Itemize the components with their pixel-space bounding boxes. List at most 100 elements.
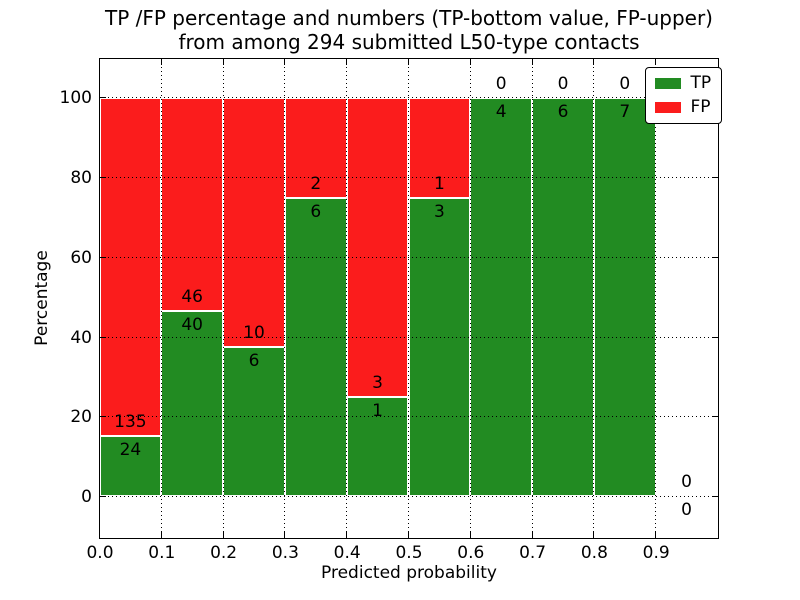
x-tick-mark-top: [408, 58, 409, 65]
chart-title-line2: from among 294 submitted L50-type contac…: [178, 30, 640, 54]
y-tick-mark: [99, 256, 106, 258]
x-tick-mark-top: [160, 58, 162, 65]
x-tick-label: 0.8: [580, 543, 608, 563]
tp-count-label: 7: [619, 101, 631, 122]
y-tick-label: 0: [81, 486, 92, 507]
tp-count-label: 1: [372, 400, 383, 421]
fp-count-label: 135: [114, 412, 147, 433]
vertical-gridline: [160, 58, 162, 538]
x-tick-label: 0.6: [457, 543, 485, 563]
chart-title: TP /FP percentage and numbers (TP-bottom…: [100, 6, 718, 54]
tp-bar-segment: [532, 97, 594, 497]
legend-label: FP: [690, 96, 711, 117]
fp-count-label: 0: [557, 73, 569, 94]
x-tick-label: 0.7: [519, 543, 547, 563]
x-tick-mark: [593, 531, 595, 538]
tp-count-label: 0: [681, 500, 692, 521]
tp-count-label: 24: [119, 440, 142, 461]
y-tick-label: 20: [70, 407, 92, 428]
vertical-gridline: [408, 58, 409, 538]
x-tick-label: 0.2: [210, 543, 238, 563]
vertical-gridline: [531, 58, 533, 538]
x-tick-mark: [408, 531, 409, 538]
tp-bar-segment: [99, 436, 162, 497]
plot-area: 135 24 46 40 10 6 2 6 3 1 1 3 0 4 0 6 0 7 0 0 TP FP: [98, 57, 723, 539]
fp-bar-segment: [223, 97, 285, 347]
y-tick-mark: [99, 97, 106, 99]
y-tick-mark-right: [711, 177, 718, 179]
legend-label: TP: [690, 72, 712, 93]
gridlines-layer: [99, 58, 718, 538]
x-tick-mark-top: [99, 58, 100, 65]
fp-count-label: 1: [433, 173, 445, 194]
x-tick-label: 0.1: [148, 543, 176, 563]
y-tick-label: 60: [70, 247, 92, 268]
x-tick-mark-top: [284, 58, 286, 65]
x-tick-mark-top: [346, 58, 348, 65]
x-tick-mark-top: [655, 58, 657, 65]
fp-count-label: 0: [495, 73, 507, 94]
vertical-gridline: [655, 58, 657, 538]
y-axis-label: Percentage: [32, 250, 52, 346]
fp-count-label: 2: [310, 173, 322, 194]
fp-count-label: 10: [243, 323, 265, 344]
fp-count-label: 0: [619, 73, 631, 94]
tp-count-label: 4: [495, 101, 507, 122]
y-tick-label: 100: [59, 88, 92, 109]
y-tick-mark: [99, 177, 106, 179]
x-tick-mark: [222, 531, 224, 538]
chart-title-line1: TP /FP percentage and numbers (TP-bottom…: [105, 6, 713, 30]
y-tick-label: 40: [70, 327, 92, 348]
tp-count-label: 40: [181, 315, 203, 336]
vertical-gridline: [469, 58, 471, 538]
x-tick-mark: [346, 531, 348, 538]
y-tick-mark-right: [711, 495, 718, 497]
y-tick-mark: [99, 336, 106, 338]
fp-bar-segment: [99, 97, 162, 437]
x-tick-mark: [469, 531, 471, 538]
fp-count-label: 3: [372, 372, 383, 393]
legend-entry: FP: [654, 96, 712, 117]
y-tick-mark-right: [711, 336, 718, 338]
fp-count-label: 46: [181, 287, 203, 308]
fp-count-label: 0: [681, 472, 692, 493]
bar-labels-layer: 135 24 46 40 10 6 2 6 3 1 1 3 0 4 0 6 0 7 0 0: [100, 59, 718, 538]
tp-count-label: 6: [248, 351, 260, 372]
y-tick-mark: [99, 416, 106, 418]
x-tick-mark-top: [531, 58, 533, 65]
x-tick-label: 0.4: [333, 543, 361, 563]
fp-legend-swatch: [654, 101, 681, 113]
legend-entry: TP: [654, 72, 712, 93]
x-tick-label: 0.5: [395, 543, 423, 563]
tp-legend-swatch: [654, 77, 681, 89]
x-tick-mark: [160, 531, 162, 538]
vertical-gridline: [346, 58, 348, 538]
x-tick-label: 0.9: [642, 543, 670, 563]
vertical-gridline: [593, 58, 595, 538]
x-tick-mark-top: [593, 58, 595, 65]
x-tick-mark: [284, 531, 286, 538]
vertical-gridline: [222, 58, 224, 538]
tp-count-label: 6: [557, 101, 569, 122]
x-tick-mark-top: [469, 58, 471, 65]
fp-bar-segment: [346, 97, 409, 397]
tp-count-label: 3: [433, 201, 445, 222]
x-tick-mark: [655, 531, 657, 538]
bars-layer: [99, 59, 718, 538]
legend: TP FP: [644, 66, 723, 124]
y-tick-mark-right: [711, 416, 718, 418]
x-tick-mark: [99, 531, 100, 538]
x-tick-label: 0.3: [271, 543, 299, 563]
x-axis-label: Predicted probability: [321, 563, 497, 583]
vertical-gridline: [284, 58, 286, 538]
y-tick-mark-right: [711, 256, 718, 258]
fp-bar-segment: [408, 97, 471, 198]
x-tick-mark-top: [222, 58, 224, 65]
x-tick-label: 0.0: [86, 543, 114, 563]
y-tick-label: 80: [70, 168, 92, 189]
y-tick-mark: [99, 495, 106, 497]
tick-marks-layer: [99, 58, 718, 538]
tp-count-label: 6: [310, 201, 322, 222]
x-tick-mark: [531, 531, 533, 538]
